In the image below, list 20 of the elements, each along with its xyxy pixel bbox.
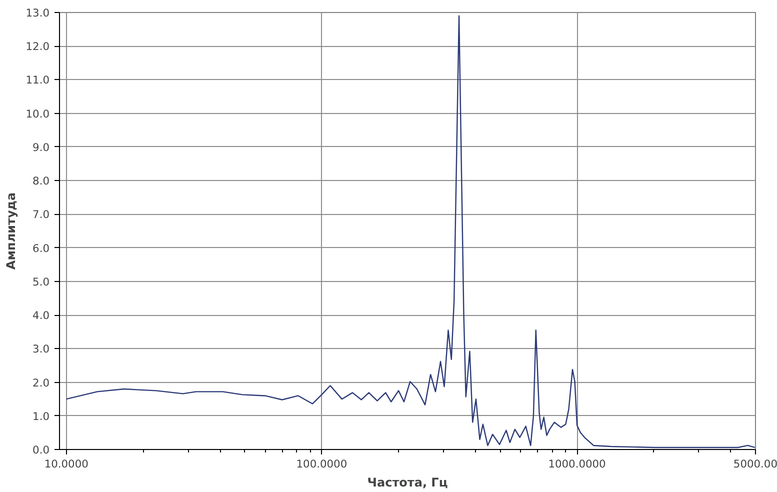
- y-tick-label: 0.0: [32, 444, 50, 456]
- y-tick-label: 5.0: [32, 275, 50, 288]
- y-tick-label: 8.0: [32, 174, 50, 188]
- y-tick-label: 6.0: [32, 242, 50, 255]
- x-tick-label: 10.0000: [44, 458, 89, 470]
- y-tick-label: 4.0: [32, 309, 50, 322]
- x-axis-title: Частота, Гц: [367, 476, 448, 490]
- x-tick-label: 100.0000: [296, 458, 348, 470]
- y-tick-label: 9.0: [32, 140, 50, 154]
- y-tick-label: 10.0: [26, 107, 50, 120]
- y-tick-label: 7.0: [32, 208, 50, 222]
- x-tick-label: 1000.0000: [548, 458, 606, 470]
- y-axis-title: Амплитуда: [4, 192, 18, 270]
- y-tick-label: 12.0: [26, 40, 50, 54]
- x-tick-label: 5000.00: [733, 458, 777, 470]
- y-tick-label: 11.0: [26, 74, 50, 87]
- y-tick-label: 3.0: [32, 342, 50, 356]
- y-tick-label: 13.0: [26, 6, 50, 20]
- y-tick-label: 1.0: [32, 410, 50, 423]
- y-tick-label: 2.0: [32, 376, 50, 390]
